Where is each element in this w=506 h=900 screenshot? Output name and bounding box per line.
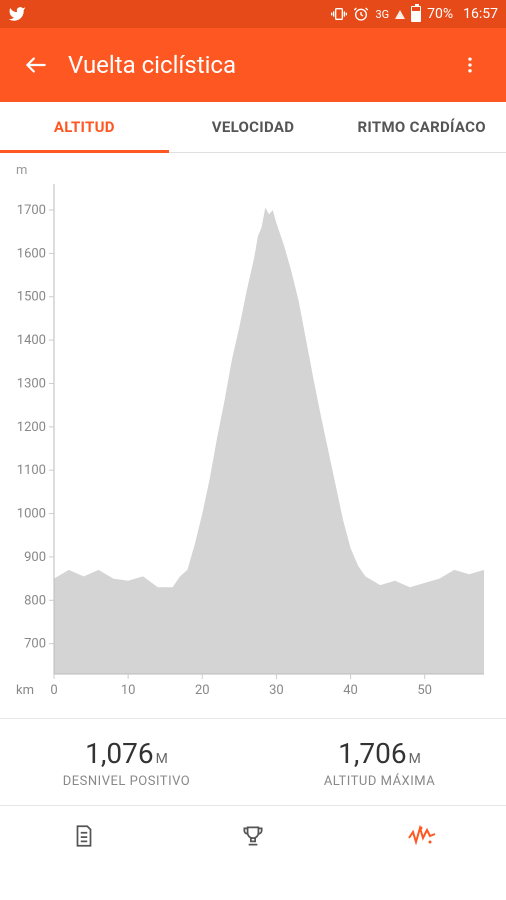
svg-text:1500: 1500 (17, 290, 46, 305)
back-button[interactable] (16, 45, 56, 85)
trophy-icon (240, 823, 266, 849)
tab-altitud[interactable]: ALTITUD (0, 102, 169, 152)
nav-trophy[interactable] (169, 823, 338, 849)
tab-velocidad[interactable]: VELOCIDAD (169, 102, 338, 152)
svg-text:900: 900 (24, 550, 46, 565)
svg-text:1100: 1100 (17, 463, 46, 478)
signal-icon (395, 10, 405, 19)
arrow-left-icon (23, 52, 49, 78)
app-bar: Vuelta ciclística (0, 28, 506, 102)
stat-label: ALTITUD MÁXIMA (253, 774, 506, 789)
battery-icon (411, 6, 421, 22)
alarm-icon (353, 6, 369, 22)
twitter-icon (8, 5, 26, 23)
stat-unit: M (409, 751, 421, 767)
nav-activity[interactable] (337, 823, 506, 849)
stat-value: 1,706 (338, 737, 406, 770)
svg-text:30: 30 (269, 683, 284, 698)
nav-notes[interactable] (0, 823, 169, 849)
stat-label: DESNIVEL POSITIVO (0, 774, 253, 789)
stat-altitud-maxima: 1,706M ALTITUD MÁXIMA (253, 737, 506, 789)
svg-text:1300: 1300 (17, 376, 46, 391)
svg-text:km: km (16, 683, 34, 698)
tab-ritmo-cardiaco[interactable]: RITMO CARDÍACO (337, 102, 506, 152)
svg-text:800: 800 (24, 593, 46, 608)
svg-text:10: 10 (121, 683, 136, 698)
page-title: Vuelta ciclística (68, 51, 450, 79)
activity-icon (407, 823, 437, 849)
svg-text:40: 40 (343, 683, 358, 698)
network-label: 3G (375, 8, 389, 21)
svg-text:1200: 1200 (17, 420, 46, 435)
svg-text:1700: 1700 (17, 203, 46, 218)
status-bar: 3G 70% 16:57 (0, 0, 506, 28)
document-icon (71, 823, 97, 849)
battery-label: 70% (427, 6, 453, 22)
stats-row: 1,076M DESNIVEL POSITIVO 1,706M ALTITUD … (0, 718, 506, 806)
y-axis-unit: m (16, 163, 494, 178)
bottom-nav (0, 806, 506, 866)
svg-text:50: 50 (417, 683, 432, 698)
svg-text:700: 700 (24, 637, 46, 652)
svg-text:20: 20 (195, 683, 210, 698)
more-button[interactable] (450, 45, 490, 85)
stat-value: 1,076 (85, 737, 153, 770)
svg-text:1000: 1000 (17, 507, 46, 522)
vibrate-icon (331, 6, 347, 22)
svg-text:1600: 1600 (17, 246, 46, 261)
chart-area: m 700 800 900 1000 1100 1200 1300 1400 1500 1600 1… (0, 153, 506, 718)
svg-text:0: 0 (50, 683, 57, 698)
more-vertical-icon (460, 55, 480, 75)
tabs: ALTITUD VELOCIDAD RITMO CARDÍACO (0, 102, 506, 153)
svg-text:1400: 1400 (17, 333, 46, 348)
elevation-chart: 700 800 900 1000 1100 1200 1300 1400 1500 1600 170… (4, 184, 494, 708)
stat-unit: M (156, 751, 168, 767)
stat-desnivel: 1,076M DESNIVEL POSITIVO (0, 737, 253, 789)
clock-label: 16:57 (463, 6, 498, 22)
